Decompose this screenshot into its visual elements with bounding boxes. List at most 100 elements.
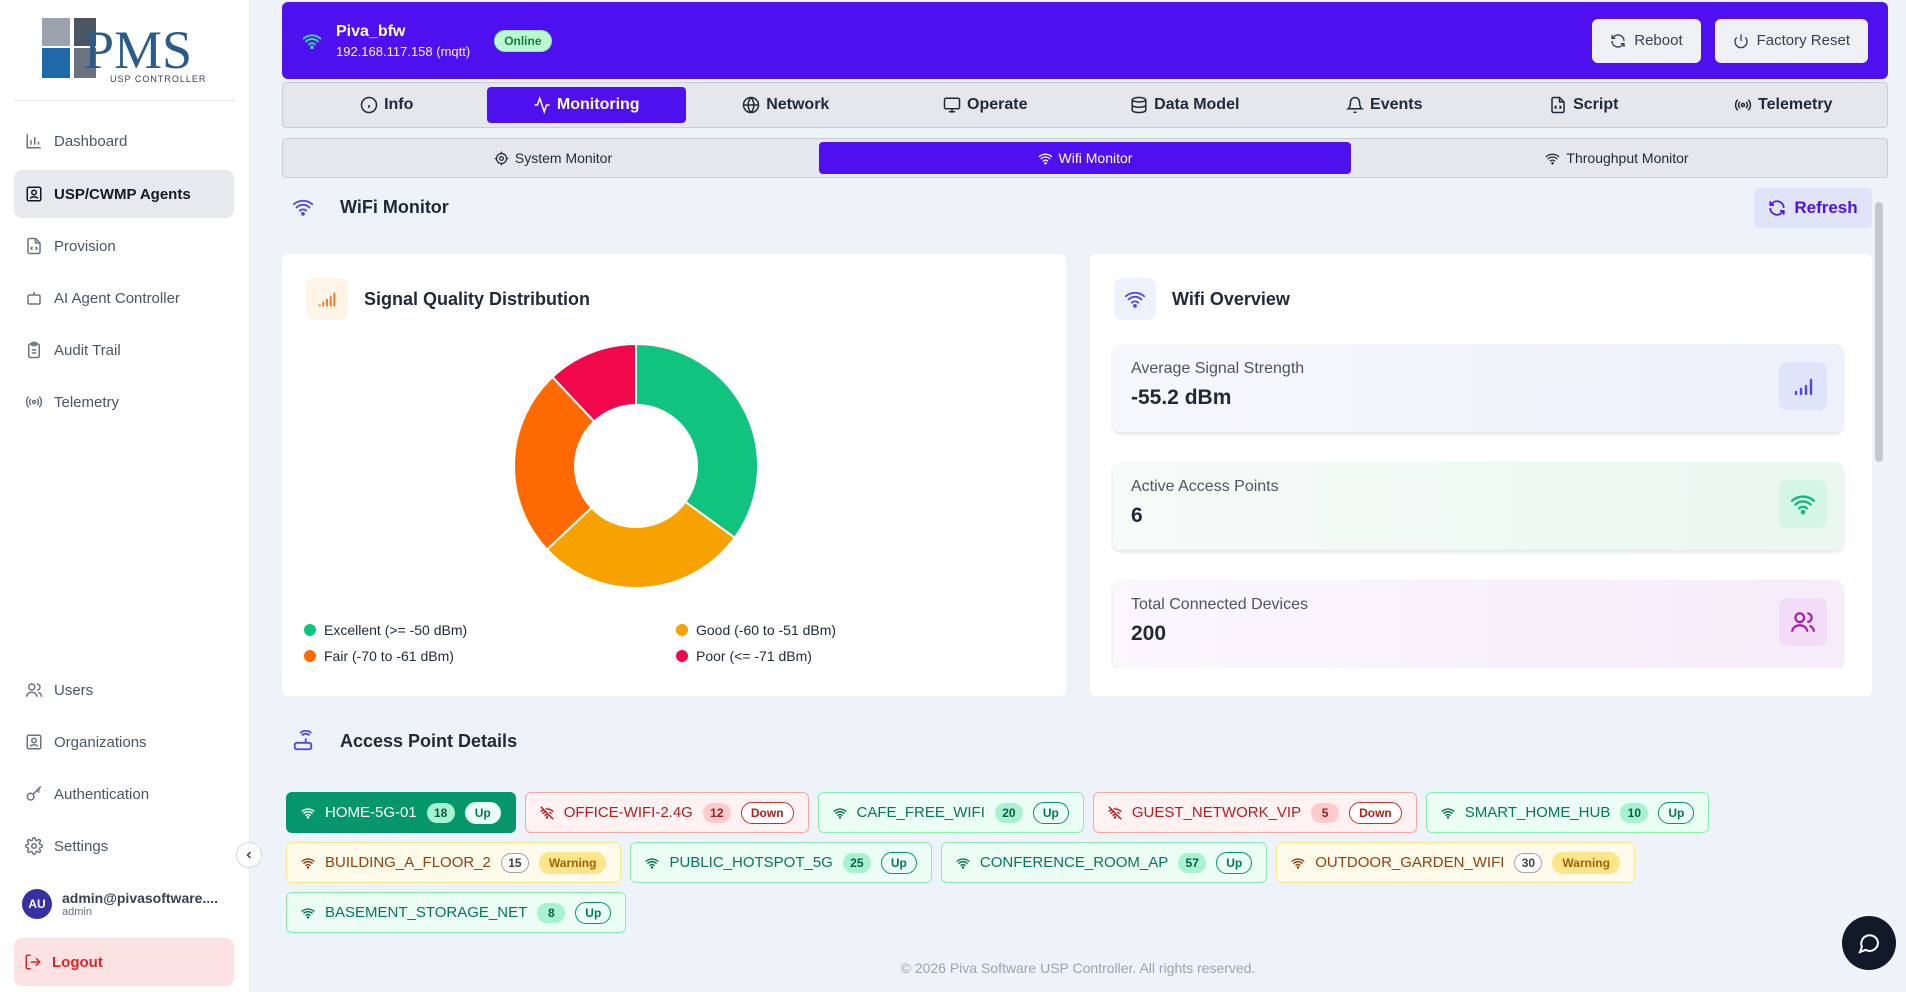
ap-chip[interactable]: SMART_HOME_HUB 10 Up <box>1425 792 1710 833</box>
ap-chip[interactable]: HOME-5G-01 18 Up <box>286 792 516 833</box>
gear-icon <box>24 836 44 856</box>
wifi-icon <box>1114 278 1156 320</box>
sidebar-item-usp-cwmp-agents[interactable]: USP/CWMP Agents <box>14 170 234 218</box>
device-name: Piva_bfw <box>336 22 406 40</box>
avatar: AU <box>22 889 52 919</box>
ap-status-badge: Down <box>1349 801 1402 824</box>
tab-network[interactable]: Network <box>686 87 886 123</box>
legend-dot <box>304 650 316 662</box>
stat-value: 6 <box>1131 504 1143 527</box>
ap-device-count: 25 <box>842 852 871 873</box>
ap-name: CONFERENCE_ROOM_AP <box>979 854 1169 871</box>
sidebar-item-label: Settings <box>54 837 109 855</box>
tab-label: Data Model <box>1154 96 1240 113</box>
refresh-button[interactable]: Refresh <box>1754 188 1872 228</box>
footer: © 2026 Piva Software USP Controller. All… <box>900 960 1256 976</box>
ap-chip[interactable]: GUEST_NETWORK_VIP 5 Down <box>1092 792 1417 833</box>
signal-bars-icon <box>1779 362 1827 410</box>
sidebar-item-label: Provision <box>54 237 116 255</box>
tab-label: Events <box>1370 96 1423 113</box>
wifi-icon <box>1779 480 1827 528</box>
ap-name: BASEMENT_STORAGE_NET <box>325 904 528 921</box>
tab-script[interactable]: Script <box>1484 87 1684 123</box>
tab-data-model[interactable]: Data Model <box>1085 87 1285 123</box>
ap-status-badge: Up <box>1032 801 1069 824</box>
sidebar-item-settings[interactable]: Settings <box>14 822 234 870</box>
sidebar-item-provision[interactable]: Provision <box>14 222 234 270</box>
donut-slice-good <box>545 500 737 589</box>
overview-card-title: Wifi Overview <box>1114 278 1290 320</box>
wifi-icon <box>1038 151 1053 166</box>
overview-card-bottom <box>1090 668 1872 696</box>
sidebar-item-label: Telemetry <box>54 393 120 411</box>
user-profile[interactable]: AU admin@pivasoftware.... admin <box>14 878 234 930</box>
refresh-icon <box>1768 199 1786 217</box>
ap-chip[interactable]: CAFE_FREE_WIFI 20 Up <box>817 792 1084 833</box>
chat-button[interactable] <box>1842 916 1896 970</box>
stat-average-signal: Average Signal Strength -55.2 dBm <box>1113 344 1843 432</box>
wifi-icon <box>1545 151 1560 166</box>
ap-chip[interactable]: BUILDING_A_FLOOR_2 15 Warning <box>286 842 622 883</box>
wifi-icon <box>1441 806 1455 820</box>
sidebar-item-ai-agent-controller[interactable]: AI Agent Controller <box>14 274 234 322</box>
wifi-off-icon <box>540 805 554 820</box>
ap-name: OFFICE-WIFI-2.4G <box>563 804 693 821</box>
access-point-list: HOME-5G-01 18 Up OFFICE-WIFI-2.4G 12 Down CAFE… <box>286 792 1806 933</box>
overview-card-title-text: Wifi Overview <box>1172 288 1290 309</box>
logo: PMS USP CONTROLLER <box>40 16 210 86</box>
logout-button[interactable]: Logout <box>14 938 234 986</box>
scrollbar-thumb[interactable] <box>1875 202 1883 462</box>
tab-events[interactable]: Events <box>1285 87 1485 123</box>
wifi-icon <box>301 856 315 870</box>
ap-status-badge: Up <box>1658 801 1695 824</box>
signal-card-title-text: Signal Quality Distribution <box>364 288 591 309</box>
tab-info[interactable]: Info <box>287 87 487 123</box>
tab-monitoring[interactable]: Monitoring <box>486 87 686 123</box>
subtab-system-monitor[interactable]: System Monitor <box>287 142 819 174</box>
sidebar-item-label: Audit Trail <box>54 341 121 359</box>
ap-chip[interactable]: OUTDOOR_GARDEN_WIFI 30 Warning <box>1276 842 1635 883</box>
sidebar-item-organizations[interactable]: Organizations <box>14 718 234 766</box>
ap-chip[interactable]: OFFICE-WIFI-2.4G 12 Down <box>524 792 809 833</box>
ap-chip[interactable]: CONFERENCE_ROOM_AP 57 Up <box>940 842 1268 883</box>
legend-item-fair: Fair (-70 to -61 dBm) <box>304 648 676 664</box>
ap-chip[interactable]: BASEMENT_STORAGE_NET 8 Up <box>286 892 627 933</box>
sidebar-collapse-button[interactable] <box>236 842 262 868</box>
ap-device-count: 12 <box>702 802 731 823</box>
legend-label: Fair (-70 to -61 dBm) <box>324 648 454 664</box>
sidebar-item-dashboard[interactable]: Dashboard <box>14 117 234 165</box>
sidebar-item-users[interactable]: Users <box>14 666 234 714</box>
reboot-button[interactable]: Reboot <box>1592 18 1701 63</box>
tab-telemetry[interactable]: Telemetry <box>1684 87 1884 123</box>
ap-status-badge: Warning <box>538 851 607 874</box>
tab-label: Script <box>1573 96 1619 113</box>
signal-quality-card <box>282 254 1066 696</box>
sidebar: PMS USP CONTROLLER Dashboard USP/CWMP Ag… <box>0 0 250 992</box>
legend-dot <box>676 650 688 662</box>
bar-chart-icon <box>24 131 44 151</box>
factory-reset-button[interactable]: Factory Reset <box>1714 18 1868 63</box>
tab-label: Network <box>766 96 830 113</box>
tab-operate[interactable]: Operate <box>886 87 1086 123</box>
page-title: WiFi Monitor <box>292 196 449 218</box>
page-scrollbar[interactable] <box>1872 190 1886 992</box>
ap-section-title-text: Access Point Details <box>340 730 518 751</box>
ap-section-title: Access Point Details <box>292 730 517 752</box>
sidebar-item-audit-trail[interactable]: Audit Trail <box>14 326 234 374</box>
sidebar-item-authentication[interactable]: Authentication <box>14 770 234 818</box>
subtab-wifi-monitor[interactable]: Wifi Monitor <box>819 142 1351 174</box>
ap-chip[interactable]: PUBLIC_HOTSPOT_5G 25 Up <box>630 842 932 883</box>
logout-icon <box>24 953 42 971</box>
subtab-label: Throughput Monitor <box>1566 150 1689 166</box>
stat-label: Average Signal Strength <box>1131 360 1305 377</box>
stat-label: Active Access Points <box>1131 478 1279 495</box>
legend-item-good: Good (-60 to -51 dBm) <box>676 622 864 638</box>
wifi-off-icon <box>1108 805 1122 820</box>
logo-subtext: USP CONTROLLER <box>110 74 206 84</box>
legend-label: Poor (<= -71 dBm) <box>696 648 812 664</box>
subtab-throughput-monitor[interactable]: Throughput Monitor <box>1351 142 1883 174</box>
sidebar-item-telemetry[interactable]: Telemetry <box>14 378 234 426</box>
factory-reset-label: Factory Reset <box>1756 32 1850 49</box>
donut-slice-poor <box>551 342 637 423</box>
legend-label: Good (-60 to -51 dBm) <box>696 622 837 638</box>
